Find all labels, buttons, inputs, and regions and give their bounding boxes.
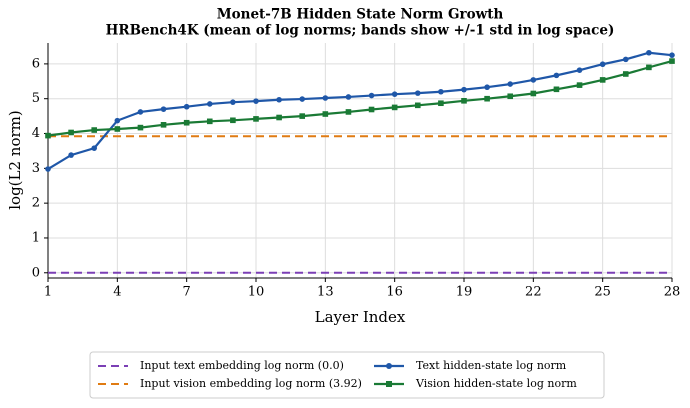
marker	[206, 101, 213, 107]
marker	[206, 118, 213, 125]
x-tick-label: 1	[44, 285, 52, 300]
y-tick-label: 0	[32, 265, 40, 280]
marker	[160, 106, 167, 112]
marker	[599, 61, 606, 68]
x-tick-label: 4	[113, 285, 121, 300]
marker	[276, 96, 282, 103]
legend-marker	[386, 363, 392, 369]
y-tick-label: 4	[32, 126, 40, 141]
marker	[391, 104, 398, 111]
marker	[45, 166, 51, 172]
marker	[253, 116, 259, 122]
y-axis-label: log(L2 norm)	[6, 110, 24, 210]
marker	[137, 109, 144, 115]
marker	[646, 64, 652, 71]
y-tick-label: 5	[32, 91, 40, 106]
marker	[461, 86, 467, 93]
marker	[461, 97, 467, 104]
x-tick-label: 7	[183, 285, 191, 300]
marker	[484, 95, 490, 102]
marker	[276, 114, 282, 121]
marker	[669, 52, 675, 58]
marker	[91, 145, 98, 151]
marker	[576, 82, 583, 88]
x-tick-label: 28	[664, 285, 681, 300]
marker	[438, 88, 444, 95]
marker	[230, 99, 236, 105]
marker	[137, 124, 144, 131]
marker	[576, 67, 583, 73]
legend-label: Input text embedding log norm (0.0)	[140, 359, 344, 372]
marker	[646, 49, 652, 56]
marker	[230, 117, 236, 124]
y-tick-label: 3	[32, 161, 40, 176]
marker	[414, 102, 421, 109]
marker	[391, 91, 398, 97]
marker	[553, 86, 560, 93]
marker	[345, 94, 352, 100]
marker	[183, 103, 190, 110]
marker	[68, 129, 74, 136]
marker	[91, 127, 98, 133]
x-tick-label: 16	[386, 285, 403, 300]
y-tick-label: 1	[32, 230, 40, 245]
series-line	[47, 51, 673, 170]
x-tick-label: 13	[317, 285, 334, 300]
legend-label: Vision hidden-state log norm	[415, 377, 577, 390]
x-tick-label: 22	[525, 285, 542, 300]
marker	[322, 111, 329, 117]
marker	[183, 119, 190, 126]
marker	[622, 56, 629, 63]
marker	[114, 126, 121, 132]
x-tick-label: 10	[248, 285, 265, 300]
marker	[68, 152, 74, 158]
marker	[669, 58, 675, 64]
marker	[414, 90, 421, 96]
marker	[599, 77, 606, 83]
marker	[368, 106, 375, 113]
marker	[530, 90, 537, 97]
marker	[438, 100, 444, 107]
legend-marker	[386, 381, 392, 387]
marker	[45, 132, 51, 139]
marker	[114, 117, 121, 124]
y-tick-label: 6	[32, 56, 40, 71]
marker	[507, 93, 514, 100]
legend-label: Text hidden-state log norm	[416, 359, 567, 372]
x-tick-label: 19	[456, 285, 473, 300]
marker	[507, 81, 514, 87]
x-tick-label: 25	[594, 285, 611, 300]
chart-subtitle: HRBench4K (mean of log norms; bands show…	[106, 23, 615, 39]
marker	[484, 84, 490, 91]
marker	[299, 113, 306, 119]
legend-box	[89, 351, 605, 399]
marker	[322, 95, 329, 101]
marker	[253, 98, 259, 104]
marker	[368, 92, 375, 99]
chart-title: Monet-7B Hidden State Norm Growth	[217, 7, 504, 23]
marker	[530, 77, 537, 83]
marker	[299, 96, 306, 102]
y-tick-label: 2	[32, 196, 40, 211]
marker	[345, 109, 352, 115]
legend-label: Input vision embedding log norm (3.92)	[140, 377, 362, 390]
marker	[553, 72, 560, 79]
marker	[622, 71, 629, 77]
series-line	[47, 60, 673, 137]
x-axis-label: Layer Index	[315, 308, 406, 326]
marker	[160, 122, 167, 128]
